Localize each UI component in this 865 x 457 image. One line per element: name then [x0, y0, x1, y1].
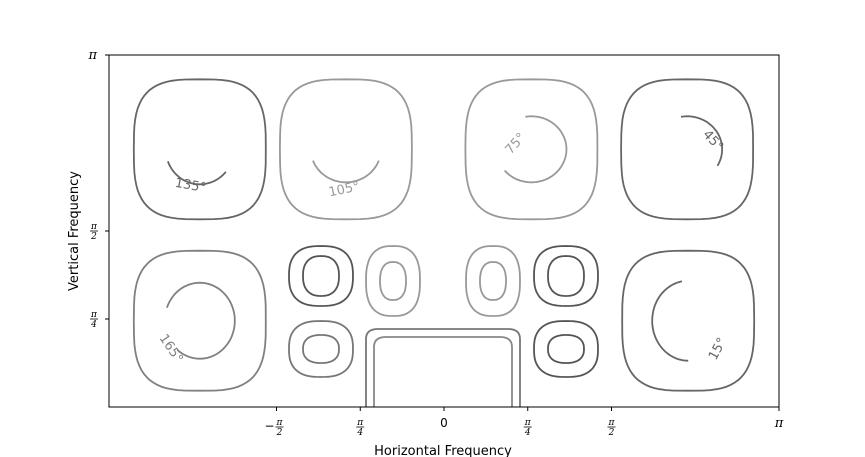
contour-inner-135: [167, 160, 227, 186]
contour-inner-15: [651, 280, 689, 362]
contour-small-inner: [379, 261, 407, 301]
y-tick-numerator: π: [90, 222, 98, 232]
y-tick-numerator: π: [90, 310, 98, 320]
x-tick-numerator: π: [276, 418, 284, 428]
x-tick-denominator: 4: [524, 428, 531, 438]
contour-small-inner: [547, 255, 585, 297]
x-tick-numerator: π: [524, 418, 532, 428]
x-tick-numerator: π: [356, 418, 364, 428]
contour-small-outer: [365, 245, 421, 317]
x-axis-label: Horizontal Frequency: [374, 444, 512, 457]
x-tick-denominator: 2: [276, 428, 283, 438]
contour-outer-15: [621, 249, 756, 392]
x-tick-label: π: [774, 416, 784, 431]
contour-inner-75: [503, 115, 568, 184]
contour-outer-135: [132, 78, 267, 221]
y-tick-label: π: [87, 48, 97, 63]
contour-small-outer: [288, 245, 354, 307]
contour-lines: [132, 78, 756, 407]
x-tick-numerator: π: [608, 418, 616, 428]
y-axis-label: Vertical Frequency: [67, 171, 82, 291]
contour-arch-outer: [365, 328, 521, 407]
contour-small-outer: [465, 245, 521, 317]
contour-inner-45: [680, 115, 723, 167]
y-tick-denominator: 2: [90, 232, 97, 242]
contour-small-inner: [302, 255, 340, 297]
contour-outer-165: [132, 249, 267, 392]
contour-label-105: 105°: [327, 179, 361, 200]
x-tick-minus: −: [264, 419, 274, 433]
contour-outer-45: [620, 78, 755, 221]
contour-small-inner: [547, 334, 585, 364]
contour-small-outer: [288, 320, 354, 378]
contour-small-inner: [302, 334, 340, 364]
contour-inner-105: [312, 160, 380, 184]
x-tick-denominator: 2: [608, 428, 615, 438]
contour-label-135: 135°: [174, 176, 207, 196]
plot-area: [109, 55, 779, 407]
contour-arch-inner: [373, 336, 513, 407]
contour-outer-105: [278, 78, 413, 221]
contour-small-outer: [533, 320, 599, 378]
x-tick-label: 0: [440, 416, 448, 430]
contour-small-inner: [479, 261, 507, 301]
contour-inner-165: [166, 281, 236, 360]
y-tick-denominator: 4: [90, 320, 97, 330]
contour-small-outer: [533, 245, 599, 307]
contour-outer-75: [464, 78, 599, 221]
x-tick-denominator: 4: [356, 428, 363, 438]
